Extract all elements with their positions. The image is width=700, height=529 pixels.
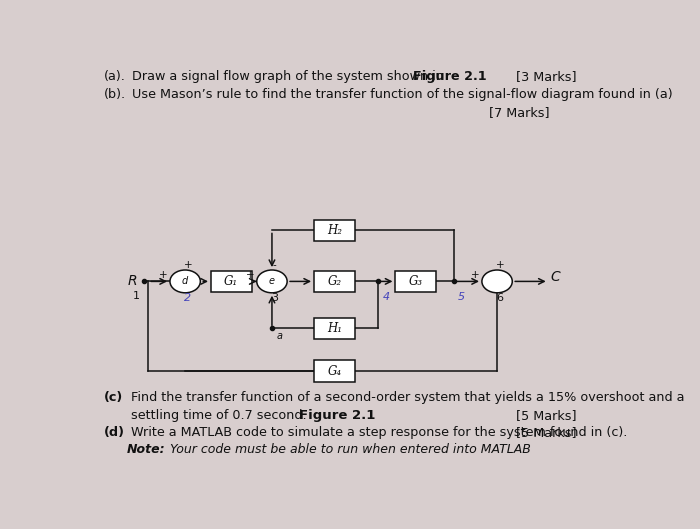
Bar bbox=[314, 317, 355, 339]
Text: [3 Marks]: [3 Marks] bbox=[516, 70, 577, 83]
Text: C: C bbox=[550, 270, 560, 284]
Text: 2: 2 bbox=[184, 293, 191, 303]
Text: settling time of 0.7 second.: settling time of 0.7 second. bbox=[131, 409, 307, 422]
Text: (b).: (b). bbox=[104, 88, 126, 101]
Text: [5 Marks]: [5 Marks] bbox=[516, 409, 577, 422]
Text: +: + bbox=[246, 270, 255, 280]
Circle shape bbox=[170, 270, 200, 293]
Text: (d): (d) bbox=[104, 426, 125, 439]
Bar bbox=[211, 271, 251, 292]
Text: H₁: H₁ bbox=[327, 322, 342, 335]
Text: d: d bbox=[182, 276, 188, 286]
Text: Your code must be able to run when entered into MATLAB: Your code must be able to run when enter… bbox=[166, 443, 531, 456]
Bar bbox=[314, 360, 355, 381]
Text: 3: 3 bbox=[271, 293, 278, 303]
Text: Find the transfer function of a second-order system that yields a 15% overshoot : Find the transfer function of a second-o… bbox=[127, 391, 684, 404]
Text: Draw a signal flow graph of the system shown in: Draw a signal flow graph of the system s… bbox=[128, 70, 448, 83]
Text: G₁: G₁ bbox=[224, 275, 238, 288]
Text: H₂: H₂ bbox=[327, 224, 342, 237]
Text: Figure 2.1: Figure 2.1 bbox=[413, 70, 486, 83]
Text: G₂: G₂ bbox=[328, 275, 342, 288]
Text: -: - bbox=[273, 260, 276, 270]
Circle shape bbox=[257, 270, 287, 293]
Text: G₃: G₃ bbox=[409, 275, 423, 288]
Text: Use Mason’s rule to find the transfer function of the signal-flow diagram found : Use Mason’s rule to find the transfer fu… bbox=[128, 88, 673, 101]
Text: 1: 1 bbox=[133, 290, 140, 300]
Text: +: + bbox=[496, 260, 504, 270]
Bar bbox=[314, 220, 355, 241]
Text: (a).: (a). bbox=[104, 70, 126, 83]
Text: 5: 5 bbox=[458, 292, 466, 302]
Text: e: e bbox=[269, 276, 275, 286]
Text: R: R bbox=[127, 275, 137, 288]
Text: Note:: Note: bbox=[127, 443, 165, 456]
Bar bbox=[314, 271, 355, 292]
Text: Write a MATLAB code to simulate a step response for the system found in (c).: Write a MATLAB code to simulate a step r… bbox=[127, 426, 627, 439]
Text: 4: 4 bbox=[382, 292, 389, 302]
Text: (c): (c) bbox=[104, 391, 123, 404]
Text: +: + bbox=[471, 270, 480, 280]
Text: [5 Marks]: [5 Marks] bbox=[516, 426, 577, 439]
Text: 6: 6 bbox=[496, 293, 503, 303]
Bar bbox=[395, 271, 436, 292]
Text: G₄: G₄ bbox=[328, 364, 342, 378]
Text: [7 Marks]: [7 Marks] bbox=[489, 106, 550, 119]
Text: +: + bbox=[183, 260, 192, 270]
Text: a: a bbox=[276, 331, 283, 341]
Circle shape bbox=[482, 270, 512, 293]
Text: Figure 2.1: Figure 2.1 bbox=[299, 409, 375, 422]
Text: +: + bbox=[159, 270, 168, 280]
